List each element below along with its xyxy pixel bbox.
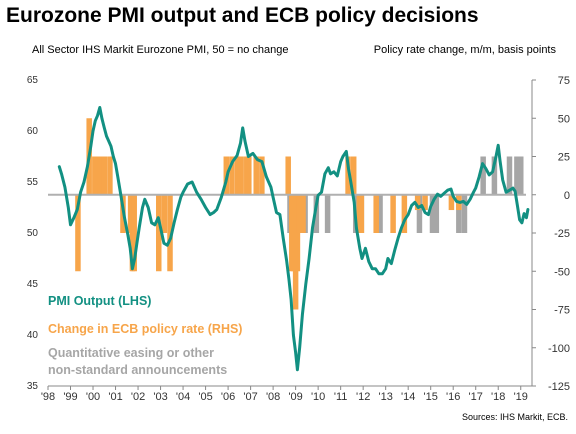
- legend-entry: non-standard announcements: [48, 363, 227, 377]
- qe-bar: [433, 194, 440, 233]
- rate-bar: [345, 156, 351, 195]
- right-axis-subtitle: Policy rate change, m/m, basis points: [373, 44, 556, 56]
- x-tick-label: '15: [424, 391, 438, 403]
- right-tick-label: 50: [558, 113, 570, 125]
- qe-bar: [429, 194, 436, 233]
- rate-bar: [296, 194, 303, 233]
- rate-bar: [229, 156, 235, 195]
- source-note: Sources: IHS Markit, ECB.: [461, 412, 568, 422]
- rate-bar: [448, 194, 455, 211]
- rate-bar: [253, 156, 259, 195]
- rate-bar: [167, 194, 173, 272]
- right-tick-label: 0: [564, 190, 570, 202]
- right-tick-label: -75: [554, 305, 570, 317]
- x-tick-label: '13: [379, 391, 393, 403]
- legend-entry: Change in ECB policy rate (RHS): [48, 322, 242, 336]
- rate-bar: [234, 156, 241, 195]
- qe-bar: [506, 156, 513, 195]
- rate-bar: [75, 194, 81, 272]
- x-axis: '98 '99 '00 '01 '02 '03 '04 '05 '06 '07 '08 '09 '10 '…: [41, 385, 532, 403]
- rate-bar: [131, 194, 137, 272]
- chart-title: Eurozone PMI output and ECB policy decis…: [6, 4, 479, 27]
- right-tick-label: -50: [554, 266, 570, 278]
- x-tick-label: '08: [266, 391, 280, 403]
- legend-entry: Quantitative easing or other: [48, 346, 214, 360]
- left-tick-label: 55: [27, 177, 39, 188]
- x-tick-label: '06: [221, 391, 235, 403]
- rate-bar: [246, 156, 252, 195]
- x-tick-label: '07: [243, 391, 257, 403]
- qe-bar: [416, 194, 423, 233]
- x-tick-label: '18: [491, 391, 505, 403]
- rate-bar: [373, 194, 379, 233]
- rate-bars: [75, 118, 462, 310]
- x-tick-label: '01: [108, 391, 122, 403]
- rate-bar: [285, 156, 291, 195]
- rate-bar: [92, 156, 98, 195]
- x-tick-label: '02: [131, 391, 145, 403]
- left-tick-label: 45: [27, 279, 39, 290]
- qe-bar: [377, 194, 383, 233]
- rate-bar: [414, 194, 421, 211]
- left-tick-label: 50: [27, 228, 39, 239]
- qe-bar: [491, 156, 498, 195]
- qe-bar: [514, 156, 520, 195]
- left-axis: 35 40 45 50 55 60 65: [27, 75, 39, 392]
- x-tick-label: '04: [176, 391, 190, 403]
- x-tick-label: '10: [311, 391, 325, 403]
- rate-bar: [238, 156, 244, 195]
- right-tick-label: 25: [558, 152, 570, 164]
- x-tick-label: '99: [63, 391, 77, 403]
- rate-bar: [300, 194, 306, 233]
- qe-bar: [456, 194, 462, 233]
- x-tick-label: '17: [469, 391, 483, 403]
- x-tick-label: '14: [401, 391, 415, 403]
- right-tick-label: 75: [558, 75, 570, 87]
- rate-bar: [358, 194, 365, 233]
- legend-entry: PMI Output (LHS): [48, 294, 151, 308]
- right-tick-label: -25: [554, 228, 570, 240]
- rate-bar: [259, 156, 265, 195]
- rate-bar: [350, 156, 357, 195]
- x-tick-label: '11: [334, 391, 348, 403]
- rate-bar: [156, 194, 162, 272]
- qe-bar: [461, 194, 468, 233]
- pmi-line-group: [57, 106, 530, 372]
- x-tick-label: '03: [153, 391, 167, 403]
- x-tick-label: '05: [198, 391, 212, 403]
- rate-bar: [101, 156, 108, 195]
- rate-bar: [422, 194, 428, 211]
- qe-bar: [517, 156, 524, 195]
- x-tick-label: '98: [41, 391, 55, 403]
- x-tick-label: '00: [86, 391, 100, 403]
- left-tick-label: 35: [27, 381, 39, 392]
- right-axis: -125 -100 -75 -50 -25 0 25 50 75: [531, 75, 570, 393]
- rate-bar: [390, 194, 396, 233]
- rate-bar: [401, 194, 408, 233]
- rate-bar: [161, 194, 168, 233]
- right-tick-label: -125: [548, 381, 570, 393]
- x-tick-label: '19: [514, 391, 528, 403]
- x-tick-label: '16: [446, 391, 460, 403]
- qe-bar: [480, 156, 486, 195]
- left-tick-label: 60: [27, 126, 39, 137]
- pmi-line: [57, 106, 530, 372]
- left-tick-label: 40: [27, 330, 39, 341]
- qe-bar: [324, 194, 331, 233]
- right-tick-label: -100: [548, 343, 570, 355]
- rate-bar: [97, 156, 104, 195]
- x-tick-label: '12: [356, 391, 370, 403]
- x-tick-label: '09: [288, 391, 302, 403]
- rate-bar: [107, 156, 113, 195]
- legend: PMI Output (LHS) Change in ECB policy rat…: [48, 294, 242, 377]
- left-axis-subtitle: All Sector IHS Markit Eurozone PMI, 50 =…: [32, 44, 289, 56]
- left-tick-label: 65: [27, 75, 39, 86]
